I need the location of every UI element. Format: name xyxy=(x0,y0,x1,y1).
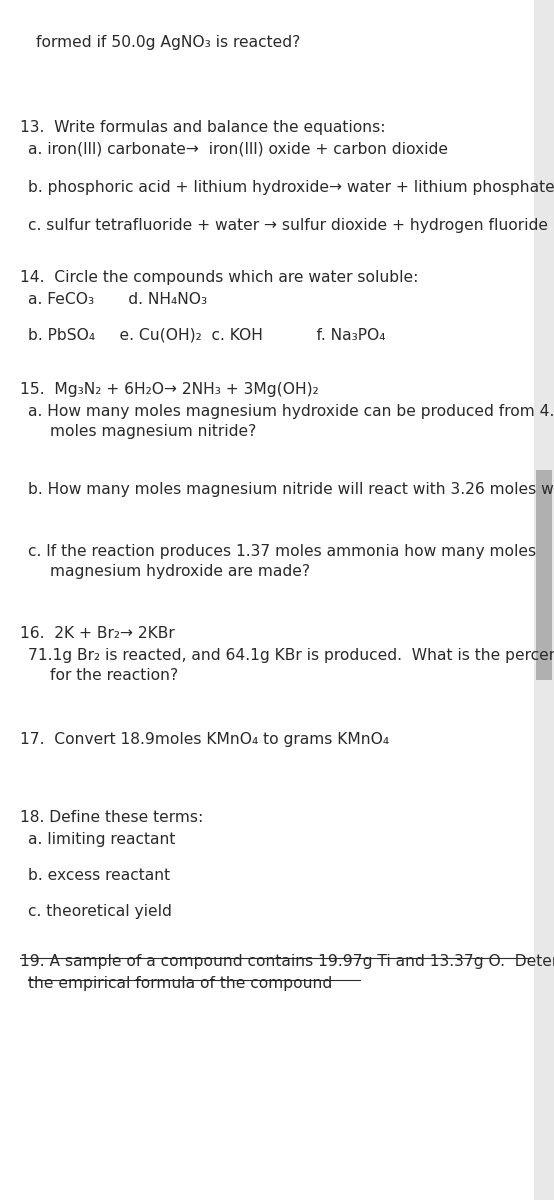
Text: c. sulfur tetrafluoride + water → sulfur dioxide + hydrogen fluoride: c. sulfur tetrafluoride + water → sulfur… xyxy=(28,218,548,233)
Text: 16.  2K + Br₂→ 2KBr: 16. 2K + Br₂→ 2KBr xyxy=(20,626,175,641)
Text: moles magnesium nitride?: moles magnesium nitride? xyxy=(50,424,257,439)
Bar xyxy=(536,470,552,680)
Text: magnesium hydroxide are made?: magnesium hydroxide are made? xyxy=(50,564,310,578)
Text: a. iron(lll) carbonate→  iron(lll) oxide + carbon dioxide: a. iron(lll) carbonate→ iron(lll) oxide … xyxy=(28,142,448,157)
Text: c. If the reaction produces 1.37 moles ammonia how many moles: c. If the reaction produces 1.37 moles a… xyxy=(28,544,536,559)
Text: for the reaction?: for the reaction? xyxy=(50,668,178,683)
Text: 71.1g Br₂ is reacted, and 64.1g KBr is produced.  What is the percent yield: 71.1g Br₂ is reacted, and 64.1g KBr is p… xyxy=(28,648,554,662)
Text: a. FeCO₃       d. NH₄NO₃: a. FeCO₃ d. NH₄NO₃ xyxy=(28,292,207,307)
Text: b. How many moles magnesium nitride will react with 3.26 moles water?: b. How many moles magnesium nitride will… xyxy=(28,482,554,497)
Text: b. phosphoric acid + lithium hydroxide→ water + lithium phosphate: b. phosphoric acid + lithium hydroxide→ … xyxy=(28,180,554,194)
Text: 14.  Circle the compounds which are water soluble:: 14. Circle the compounds which are water… xyxy=(20,270,418,284)
Text: b. PbSO₄     e. Cu(OH)₂  c. KOH           f. Na₃PO₄: b. PbSO₄ e. Cu(OH)₂ c. KOH f. Na₃PO₄ xyxy=(28,328,386,343)
Text: 17.  Convert 18.9moles KMnO₄ to grams KMnO₄: 17. Convert 18.9moles KMnO₄ to grams KMn… xyxy=(20,732,389,746)
Text: a. How many moles magnesium hydroxide can be produced from 4.59: a. How many moles magnesium hydroxide ca… xyxy=(28,404,554,419)
Text: b. excess reactant: b. excess reactant xyxy=(28,868,170,883)
Text: 18. Define these terms:: 18. Define these terms: xyxy=(20,810,203,826)
Text: formed if 50.0g AgNO₃ is reacted?: formed if 50.0g AgNO₃ is reacted? xyxy=(36,35,300,50)
Bar xyxy=(534,0,554,1200)
Text: a. limiting reactant: a. limiting reactant xyxy=(28,832,176,847)
Text: 15.  Mg₃N₂ + 6H₂O→ 2NH₃ + 3Mg(OH)₂: 15. Mg₃N₂ + 6H₂O→ 2NH₃ + 3Mg(OH)₂ xyxy=(20,382,319,397)
Text: the empirical formula of the compound: the empirical formula of the compound xyxy=(28,976,332,991)
Text: c. theoretical yield: c. theoretical yield xyxy=(28,904,172,919)
Text: 19. A sample of a compound contains 19.97g Ti and 13.37g O.  Determine: 19. A sample of a compound contains 19.9… xyxy=(20,954,554,970)
Text: 13.  Write formulas and balance the equations:: 13. Write formulas and balance the equat… xyxy=(20,120,386,134)
